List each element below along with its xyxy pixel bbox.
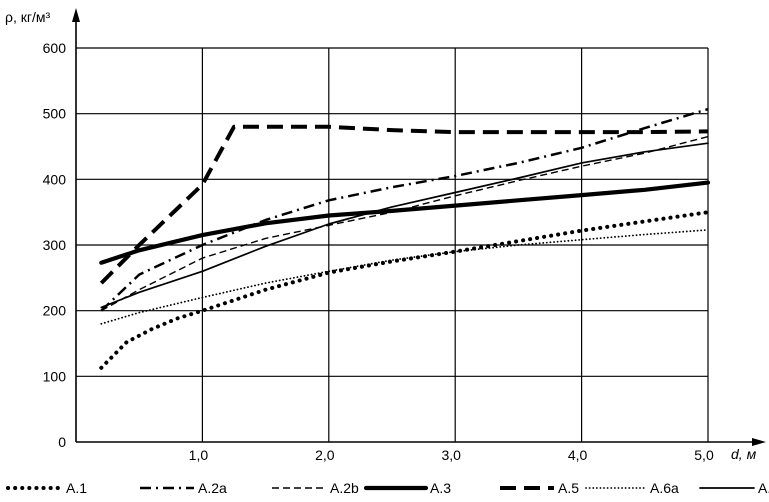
tick-labels: 0 100 200 300 400 500 600 1,0 2,0 3,0 4,0 5,0	[43, 40, 714, 463]
x-tick-label: 4,0	[568, 447, 588, 463]
x-tick-label: 3,0	[441, 447, 461, 463]
legend-label: A.2b	[330, 480, 359, 496]
legend-label: A.5	[558, 480, 579, 496]
legend-label: A.6b	[758, 480, 769, 496]
y-tick-label: 600	[43, 40, 67, 56]
legend-label: A.1	[66, 480, 87, 496]
y-tick-label: 500	[43, 106, 67, 122]
series-lines	[99, 107, 711, 370]
y-axis-label: ρ, кг/м³	[5, 9, 50, 25]
legend-label: A.2a	[198, 480, 227, 496]
x-tick-label: 5,0	[694, 447, 714, 463]
x-tick-label: 1,0	[189, 447, 209, 463]
legend-label: A.6a	[650, 480, 679, 496]
x-axis-arrow	[752, 438, 766, 446]
series-line-A.5	[99, 124, 709, 285]
series-line-A.3	[99, 180, 711, 265]
y-tick-label: 100	[43, 368, 67, 384]
grid	[76, 47, 709, 442]
y-tick-label: 400	[43, 171, 67, 187]
y-tick-label: 0	[58, 434, 66, 450]
axes	[72, 8, 766, 446]
legend-label: A.3	[430, 480, 451, 496]
series-line-A.1	[99, 210, 710, 370]
series-line-A.2a	[100, 107, 709, 312]
series-line-A.6a	[100, 229, 709, 325]
y-tick-label: 300	[43, 237, 67, 253]
series-line-A.6b	[100, 142, 709, 309]
x-tick-label: 2,0	[315, 447, 335, 463]
y-tick-label: 200	[43, 303, 67, 319]
legend: A.1 A.2a A.2b A.3 A.5 A.6a A.6b	[6, 480, 769, 496]
series-line-A.2b	[100, 135, 709, 312]
x-axis-label: d, м	[731, 446, 757, 462]
y-axis-arrow	[72, 8, 80, 22]
